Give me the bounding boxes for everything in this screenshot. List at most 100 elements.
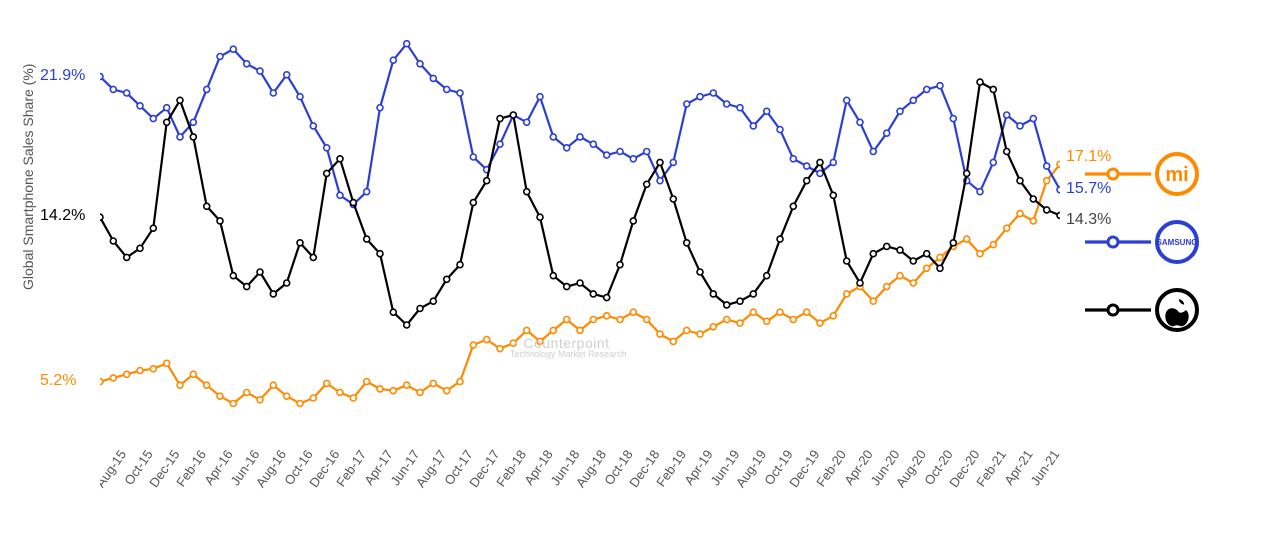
series-marker bbox=[1030, 116, 1036, 122]
series-marker bbox=[404, 41, 410, 47]
series-marker bbox=[164, 360, 170, 366]
series-marker bbox=[1057, 161, 1060, 167]
legend-badge-xiaomi: mi bbox=[1153, 150, 1201, 198]
chart-stage: Global Smartphone Sales Share (%) Jun-15… bbox=[0, 0, 1273, 551]
series-marker bbox=[577, 327, 583, 333]
series-marker bbox=[1057, 187, 1060, 193]
series-marker bbox=[244, 61, 250, 67]
series-marker bbox=[617, 262, 623, 268]
series-marker bbox=[924, 251, 930, 257]
series-marker bbox=[177, 134, 183, 140]
series-marker bbox=[417, 306, 423, 312]
series-marker bbox=[777, 127, 783, 133]
series-marker bbox=[617, 317, 623, 323]
series-marker bbox=[644, 317, 650, 323]
series-marker bbox=[230, 401, 236, 407]
series-marker bbox=[1017, 178, 1023, 184]
series-marker bbox=[484, 337, 490, 343]
series-marker bbox=[110, 238, 116, 244]
series-marker bbox=[697, 269, 703, 275]
series-marker bbox=[1044, 163, 1050, 169]
series-marker bbox=[137, 368, 143, 374]
series-marker bbox=[164, 105, 170, 111]
series-marker bbox=[310, 254, 316, 260]
series-marker bbox=[404, 382, 410, 388]
series-marker bbox=[604, 152, 610, 158]
series-marker bbox=[350, 200, 356, 206]
series-marker bbox=[724, 101, 730, 107]
series-marker bbox=[497, 346, 503, 352]
series-marker bbox=[697, 331, 703, 337]
series-marker bbox=[817, 159, 823, 165]
series-marker bbox=[950, 240, 956, 246]
series-marker bbox=[230, 46, 236, 52]
legend-row-xiaomi: mi bbox=[1083, 140, 1253, 208]
series-marker bbox=[764, 273, 770, 279]
series-marker bbox=[297, 240, 303, 246]
series-marker bbox=[324, 380, 330, 386]
series-marker bbox=[137, 245, 143, 251]
series-marker bbox=[124, 90, 130, 96]
series-marker bbox=[100, 214, 103, 220]
series-marker bbox=[897, 108, 903, 114]
series-marker bbox=[777, 236, 783, 242]
series-marker bbox=[230, 273, 236, 279]
x-tick-label: Aug-15 bbox=[100, 447, 129, 490]
series-marker bbox=[550, 327, 556, 333]
series-marker bbox=[684, 101, 690, 107]
series-marker bbox=[564, 284, 570, 290]
series-marker bbox=[350, 395, 356, 401]
series-marker bbox=[364, 379, 370, 385]
series-marker bbox=[124, 371, 130, 377]
series-marker bbox=[257, 68, 263, 74]
legend-line-icon bbox=[1083, 290, 1153, 330]
series-marker bbox=[937, 83, 943, 89]
series-marker bbox=[910, 280, 916, 286]
series-marker bbox=[750, 309, 756, 315]
series-marker bbox=[150, 225, 156, 231]
series-marker bbox=[657, 159, 663, 165]
series-marker bbox=[630, 309, 636, 315]
series-marker bbox=[710, 291, 716, 297]
series-marker bbox=[110, 86, 116, 92]
series-marker bbox=[417, 390, 423, 396]
series-marker bbox=[1057, 212, 1060, 218]
series-marker bbox=[724, 302, 730, 308]
series-marker bbox=[524, 327, 530, 333]
series-marker bbox=[1004, 225, 1010, 231]
series-marker bbox=[404, 322, 410, 328]
series-marker bbox=[590, 291, 596, 297]
start-value-label-xiaomi: 5.2% bbox=[40, 372, 76, 390]
series-marker bbox=[790, 317, 796, 323]
series-marker bbox=[924, 86, 930, 92]
series-marker bbox=[204, 382, 210, 388]
series-marker bbox=[724, 317, 730, 323]
series-marker bbox=[297, 401, 303, 407]
series-marker bbox=[484, 178, 490, 184]
series-marker bbox=[737, 105, 743, 111]
series-marker bbox=[844, 291, 850, 297]
series-marker bbox=[137, 103, 143, 109]
series-marker bbox=[630, 218, 636, 224]
series-marker bbox=[217, 54, 223, 60]
series-marker bbox=[1017, 211, 1023, 217]
series-marker bbox=[550, 134, 556, 140]
series-marker bbox=[644, 181, 650, 187]
series-marker bbox=[830, 159, 836, 165]
series-marker bbox=[790, 156, 796, 162]
series-marker bbox=[284, 280, 290, 286]
series-marker bbox=[564, 317, 570, 323]
series-marker bbox=[697, 94, 703, 100]
series-marker bbox=[897, 273, 903, 279]
series-line-samsung bbox=[100, 44, 1060, 205]
series-marker bbox=[764, 318, 770, 324]
plot-area: Jun-15Aug-15Oct-15Dec-15Feb-16Apr-16Jun-… bbox=[100, 20, 1060, 440]
series-marker bbox=[470, 154, 476, 160]
series-marker bbox=[870, 251, 876, 257]
series-marker bbox=[217, 218, 223, 224]
series-marker bbox=[177, 97, 183, 103]
series-marker bbox=[537, 94, 543, 100]
series-marker bbox=[417, 61, 423, 67]
series-marker bbox=[657, 178, 663, 184]
start-value-label-samsung: 21.9% bbox=[40, 67, 85, 85]
